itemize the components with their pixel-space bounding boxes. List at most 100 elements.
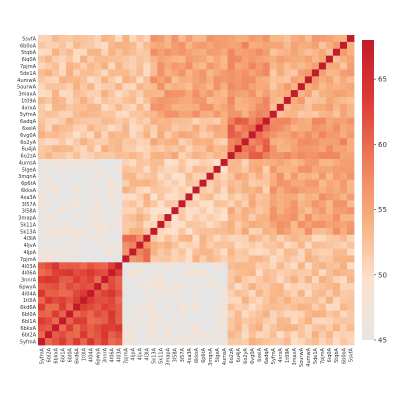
- heatmap-cell: [38, 110, 46, 119]
- heatmap-cell: [143, 35, 151, 43]
- heatmap-cell: [136, 55, 144, 63]
- heatmap-cell: [59, 303, 67, 311]
- heatmap-cell: [297, 83, 306, 91]
- heatmap-cell: [45, 35, 53, 43]
- heatmap-cell: [192, 227, 200, 236]
- heatmap-cell: [38, 193, 46, 201]
- heatmap-cell: [129, 41, 137, 50]
- heatmap-cell: [234, 214, 243, 222]
- heatmap-cell: [213, 303, 221, 311]
- heatmap-cell: [66, 35, 74, 43]
- heatmap-cell: [213, 124, 221, 132]
- heatmap-cell: [318, 55, 327, 63]
- heatmap-cell: [164, 55, 172, 63]
- heatmap-cell: [122, 69, 130, 77]
- heatmap-cell: [192, 69, 200, 77]
- heatmap-cell: [94, 138, 102, 146]
- heatmap-cell: [185, 276, 193, 284]
- heatmap-cell: [325, 241, 334, 249]
- heatmap-cell: [122, 152, 130, 160]
- heatmap-cell: [143, 248, 151, 256]
- heatmap-cell: [122, 90, 130, 98]
- heatmap-cell: [38, 145, 46, 153]
- heatmap-cell: [185, 324, 193, 332]
- heatmap-cell: [108, 221, 116, 229]
- heatmap-cell: [262, 69, 271, 77]
- heatmap-cell: [101, 103, 109, 112]
- heatmap-cell: [234, 48, 243, 57]
- heatmap-cell: [234, 159, 243, 167]
- heatmap-cell: [311, 276, 320, 284]
- heatmap-cell: [38, 227, 46, 236]
- heatmap-cell: [241, 117, 250, 125]
- heatmap-cell: [136, 289, 144, 298]
- heatmap-cell: [213, 55, 221, 63]
- heatmap-cell: [262, 41, 271, 50]
- heatmap-cell: [122, 338, 130, 346]
- heatmap-cell: [157, 331, 165, 339]
- heatmap-cell: [318, 234, 327, 243]
- heatmap-cell: [346, 62, 355, 70]
- heatmap-cell: [143, 324, 151, 332]
- heatmap-cell: [346, 338, 355, 346]
- heatmap-cell: [101, 179, 109, 187]
- heatmap-cell: [276, 69, 285, 77]
- heatmap-cell: [171, 221, 179, 229]
- heatmap-cell: [178, 303, 186, 311]
- heatmap-cell: [346, 110, 355, 119]
- heatmap-cell: [220, 276, 228, 284]
- heatmap-cell: [143, 179, 151, 187]
- row-label: 4l03A: [22, 264, 37, 270]
- heatmap-cell: [276, 207, 285, 215]
- heatmap-cell: [262, 324, 271, 332]
- heatmap-cell: [276, 117, 285, 125]
- heatmap-cell: [255, 62, 264, 70]
- heatmap-cell: [325, 124, 334, 132]
- heatmap-cell: [136, 296, 144, 305]
- heatmap-cell: [38, 207, 46, 215]
- heatmap-cell: [129, 35, 137, 43]
- heatmap-cell: [94, 145, 102, 153]
- heatmap-cell: [115, 200, 123, 208]
- heatmap-cell: [115, 83, 123, 91]
- heatmap-cell: [339, 338, 348, 346]
- heatmap-cell: [108, 103, 116, 112]
- heatmap-cell: [290, 331, 299, 339]
- heatmap-cell: [157, 234, 165, 243]
- heatmap-cell: [80, 62, 88, 70]
- heatmap-cell: [178, 276, 186, 284]
- heatmap-cell: [290, 103, 299, 112]
- heatmap-cell: [283, 69, 292, 77]
- row-label: 6o2zA: [21, 154, 37, 160]
- heatmap-cell: [178, 283, 186, 291]
- heatmap-cell: [66, 55, 74, 63]
- heatmap-cell: [206, 248, 214, 256]
- heatmap-cell: [136, 48, 144, 57]
- heatmap-cell: [318, 227, 327, 236]
- heatmap-cell: [143, 296, 151, 305]
- heatmap-cell: [234, 186, 243, 194]
- heatmap-cell: [220, 338, 228, 346]
- heatmap-cell: [276, 255, 285, 263]
- heatmap-cell: [94, 214, 102, 222]
- heatmap-cell: [248, 200, 257, 208]
- heatmap-cell: [325, 48, 334, 57]
- heatmap-cell: [80, 283, 88, 291]
- heatmap-cell: [318, 193, 327, 201]
- heatmap-cell: [199, 172, 207, 181]
- heatmap-cell: [248, 83, 257, 91]
- heatmap-cell: [227, 207, 236, 215]
- heatmap-cell: [290, 83, 299, 91]
- heatmap-cell: [346, 227, 355, 236]
- heatmap-cell: [164, 110, 172, 119]
- heatmap-cell: [255, 138, 264, 146]
- heatmap-cell: [339, 138, 348, 146]
- heatmap-cell: [143, 276, 151, 284]
- heatmap-cell: [150, 69, 158, 77]
- heatmap-cell: [94, 262, 102, 270]
- heatmap-cell: [192, 283, 200, 291]
- heatmap-cell: [262, 165, 271, 174]
- heatmap-cell: [276, 227, 285, 236]
- heatmap-cell: [136, 131, 144, 139]
- heatmap-cell: [234, 221, 243, 229]
